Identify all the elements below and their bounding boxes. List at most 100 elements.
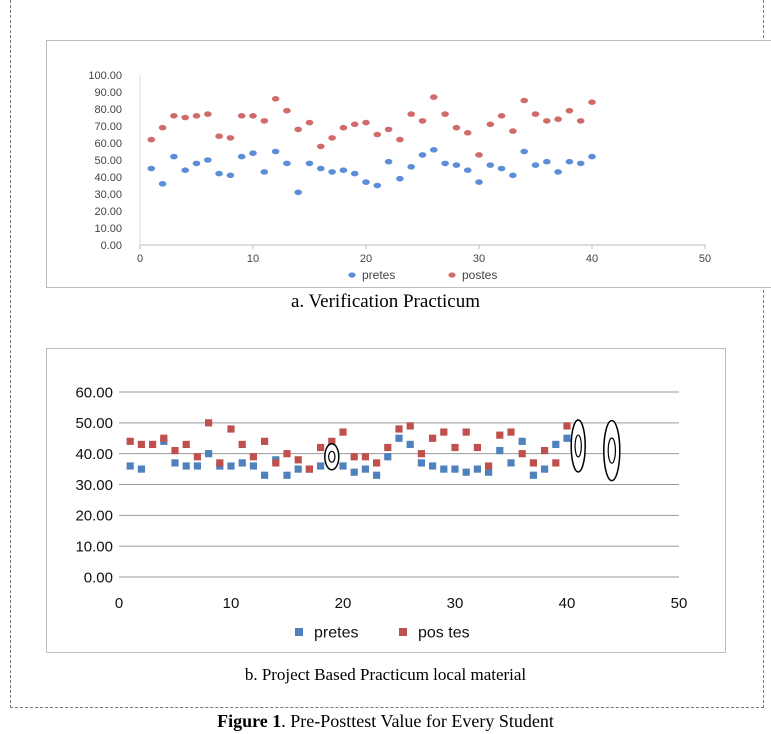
- chart-b-panel: [46, 348, 726, 653]
- chart-b-point-posttest: [305, 465, 313, 473]
- chart-b-point-pretest: [473, 465, 481, 473]
- chart-b-point-pretest: [182, 462, 190, 470]
- chart-a-point-pretest: [328, 169, 336, 175]
- chart-b-legend-marker: [399, 628, 407, 636]
- chart-a-x-tick-label: 50: [699, 253, 711, 265]
- chart-a-point-posttest: [463, 130, 472, 136]
- chart-a-point-posttest: [158, 124, 167, 131]
- chart-b-point-posttest: [160, 434, 168, 442]
- chart-b-point-posttest: [541, 446, 549, 455]
- chart-a-point-pretest: [486, 162, 495, 168]
- chart-b-x-tick-label: 0: [115, 595, 123, 612]
- chart-a-point-posttest: [226, 135, 235, 141]
- chart-a-point-pretest: [237, 153, 246, 160]
- chart-a-point-posttest: [192, 113, 201, 119]
- chart-a-point-pretest: [170, 153, 178, 160]
- chart-b-point-posttest: [339, 428, 347, 436]
- figure-caption: Figure 1. Pre-Posttest Value for Every S…: [0, 711, 771, 732]
- chart-b-x-tick-label: 20: [335, 595, 352, 612]
- chart-b-point-pretest: [451, 465, 459, 473]
- chart-a-point-pretest: [475, 179, 483, 185]
- chart-a-point-posttest: [350, 121, 359, 128]
- chart-b-point-posttest: [361, 453, 369, 461]
- chart-b-point-posttest: [216, 459, 224, 467]
- chart-b-point-pretest: [529, 471, 537, 479]
- chart-b-point-pretest: [126, 462, 134, 470]
- chart-b-x-tick-label: 40: [559, 595, 576, 612]
- chart-b-point-posttest: [283, 450, 291, 458]
- chart-b-y-tick-label: 0.00: [84, 569, 113, 586]
- chart-b-point-pretest: [485, 468, 493, 476]
- chart-a-point-pretest: [294, 189, 303, 196]
- chart-a-point-posttest: [305, 119, 314, 126]
- chart-a-point-posttest: [373, 131, 382, 138]
- chart-b-point-posttest: [205, 419, 213, 427]
- chart-b-annotation-oval-inner: [607, 437, 617, 464]
- chart-a-x-tick-label: 10: [247, 253, 259, 265]
- chart-a-point-pretest: [305, 160, 314, 167]
- chart-a-y-tick-label: 60.00: [94, 138, 122, 150]
- chart-a-point-posttest: [147, 136, 156, 143]
- chart-b-point-posttest: [182, 440, 190, 449]
- chart-b-point-posttest: [193, 453, 201, 461]
- chart-a-point-pretest: [520, 148, 528, 155]
- chart-b-point-posttest: [552, 459, 560, 467]
- chart-a-point-pretest: [497, 165, 506, 172]
- chart-b-point-pretest: [205, 450, 213, 458]
- chart-a-point-posttest: [181, 114, 189, 121]
- chart-b-point-posttest: [149, 440, 157, 449]
- chart-a-y-tick-label: 100.00: [88, 70, 122, 82]
- chart-a-point-posttest: [283, 107, 291, 114]
- chart-b-point-posttest: [373, 459, 381, 467]
- chart-a-point-pretest: [158, 181, 167, 187]
- chart-a-point-pretest: [317, 165, 325, 172]
- chart-b-point-posttest: [529, 459, 537, 467]
- chart-a-legend-label: postes: [462, 268, 497, 282]
- chart-b-point-pretest: [261, 471, 269, 479]
- chart-b-point-pretest: [361, 465, 369, 473]
- chart-a-point-posttest: [362, 119, 370, 126]
- chart-b-point-posttest: [126, 437, 134, 445]
- chart-b-point-pretest: [317, 462, 325, 470]
- chart-b-point-posttest: [238, 440, 246, 449]
- chart-a-point-pretest: [226, 172, 235, 179]
- chart-b-point-pretest: [541, 465, 549, 473]
- chart-a-legend-label: pretes: [362, 268, 395, 282]
- chart-b-x-tick-label: 10: [223, 595, 240, 612]
- chart-a-point-pretest: [418, 152, 427, 158]
- chart-b-point-posttest: [485, 462, 493, 470]
- chart-b-x-tick-label: 30: [447, 595, 464, 612]
- chart-a-y-tick-label: 70.00: [94, 121, 122, 133]
- chart-a-point-posttest: [396, 136, 404, 143]
- chart-a-y-tick-label: 80.00: [94, 104, 122, 116]
- chart-b-point-pretest: [283, 471, 291, 479]
- chart-b-point-posttest: [507, 428, 515, 436]
- chart-b-point-pretest: [406, 440, 414, 449]
- chart-a-point-pretest: [554, 169, 562, 175]
- chart-a-x-tick-label: 40: [586, 253, 598, 265]
- chart-a-point-posttest: [407, 111, 416, 117]
- figure-frame: [10, 0, 764, 708]
- chart-b-point-pretest: [171, 459, 179, 467]
- chart-b-point-posttest: [350, 453, 358, 461]
- chart-b-y-tick-label: 20.00: [75, 508, 113, 525]
- chart-a-point-posttest: [237, 113, 246, 119]
- chart-a-point-posttest: [509, 128, 517, 134]
- chart-b-y-tick-label: 30.00: [75, 477, 113, 494]
- chart-b-point-pretest: [227, 462, 235, 470]
- chart-b-point-posttest: [440, 428, 448, 436]
- chart-a-point-pretest: [215, 170, 223, 177]
- chart-b-point-pretest: [552, 440, 560, 449]
- chart-b-point-posttest: [395, 425, 403, 433]
- chart-a-point-posttest: [497, 113, 506, 119]
- chart-b-point-pretest: [137, 465, 145, 473]
- chart-b-point-pretest: [238, 459, 246, 467]
- chart-a-point-posttest: [215, 133, 223, 139]
- chart-a-point-pretest: [350, 170, 359, 177]
- chart-b-legend-marker: [295, 628, 303, 636]
- chart-a-point-posttest: [531, 111, 540, 117]
- chart-b-x-tick-label: 50: [671, 595, 688, 612]
- chart-b-point-pretest: [294, 465, 302, 473]
- chart-b-point-pretest: [462, 468, 470, 476]
